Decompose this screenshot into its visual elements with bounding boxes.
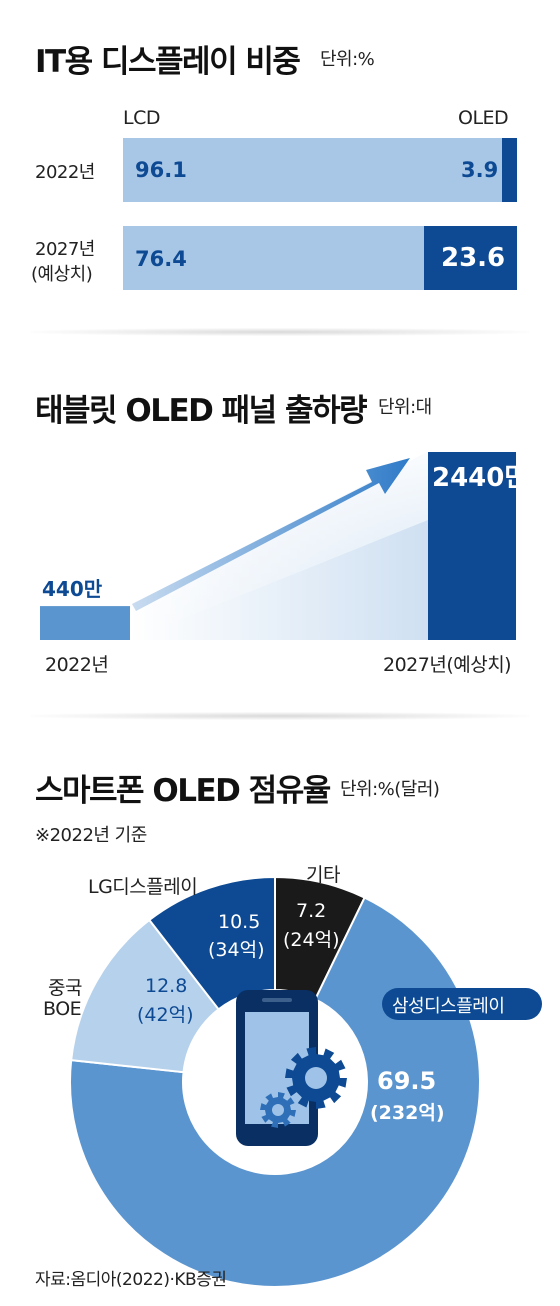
value-samsung: 69.5 <box>377 1067 437 1095</box>
tablet-value-2022: 440만 <box>42 577 103 601</box>
growth-arrow <box>132 458 410 611</box>
tablet-value-2027: 2440만 <box>432 463 529 493</box>
chart3-note: ※2022년 기준 <box>35 825 147 846</box>
slice-lg <box>147 875 276 1011</box>
label-samsung: 삼성디스플레이 <box>392 996 505 1017</box>
chart3-title: 스마트폰 OLED 점유율 <box>35 773 331 809</box>
samsung-label-pill <box>382 988 542 1020</box>
tablet-bar-2027 <box>428 452 516 640</box>
label-lg: LG디스플레이 <box>88 876 198 898</box>
value-boe: 12.8 <box>145 975 188 997</box>
gear-icon <box>285 1047 347 1109</box>
tablet-xlabel-2022: 2022년 <box>45 654 109 676</box>
tablet-xlabel-2027: 2027년(예상치) <box>383 654 512 676</box>
lcd-bar-2027 <box>123 226 425 290</box>
lcd-value-2022: 96.1 <box>135 158 187 182</box>
row-label-2027-line1: 2027년 <box>35 239 95 260</box>
label-etc: 기타 <box>306 864 340 886</box>
slice-samsung <box>69 896 481 1288</box>
row-label-2022: 2022년 <box>35 162 95 183</box>
lcd-bar-2022 <box>123 138 502 202</box>
chart3-unit: 단위:%(달러) <box>340 779 440 800</box>
value-etc-krw: (24억) <box>283 929 340 951</box>
tablet-bar-2022 <box>40 606 130 640</box>
divider <box>30 712 530 720</box>
oled-bar-2022 <box>501 138 517 202</box>
gear-icon <box>260 1092 296 1128</box>
legend-lcd: LCD <box>123 107 160 129</box>
value-boe-krw: (42억) <box>137 1004 194 1026</box>
value-lg: 10.5 <box>218 911 261 933</box>
chart2-title: 태블릿 OLED 패널 출하량 <box>35 393 368 429</box>
chart1-unit: 단위:% <box>320 49 375 70</box>
oled-bar-2027 <box>424 226 517 290</box>
legend-oled: OLED <box>458 107 509 129</box>
growth-wedge-fade <box>130 452 428 640</box>
chart1-title: IT용 디스플레이 비중 <box>35 44 301 80</box>
value-etc: 7.2 <box>296 900 327 922</box>
divider <box>30 328 530 336</box>
chart2-unit: 단위:대 <box>378 397 432 418</box>
value-lg-krw: (34억) <box>208 939 265 961</box>
value-samsung-krw: (232억) <box>370 1102 445 1124</box>
lcd-value-2027: 76.4 <box>135 247 187 271</box>
source-note: 자료:옴디아(2022)·KB증권 <box>35 1270 227 1290</box>
label-boe-line2: BOE <box>43 998 82 1020</box>
row-label-2027-line2: (예상치) <box>31 264 93 285</box>
oled-value-2027: 23.6 <box>441 243 506 273</box>
oled-value-2022: 3.9 <box>461 158 499 182</box>
label-boe-line1: 중국 <box>48 977 82 999</box>
